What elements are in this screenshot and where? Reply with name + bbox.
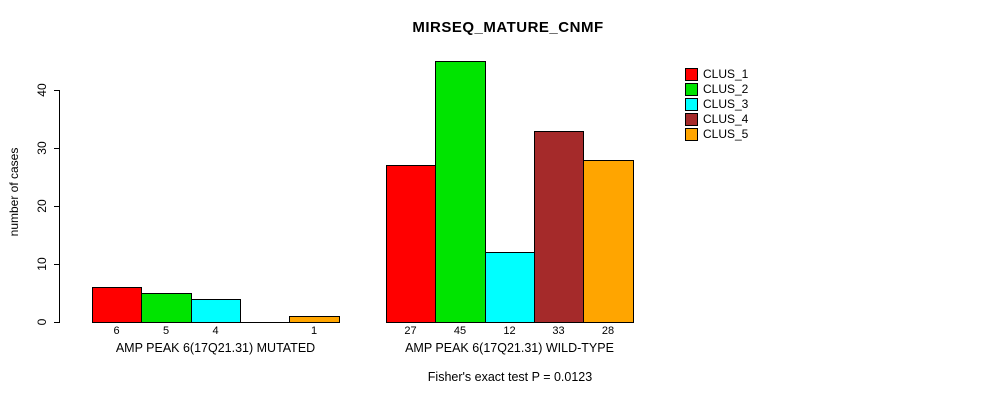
legend-swatch-clus_3 (685, 98, 698, 111)
bar-value-label: 1 (310, 325, 318, 337)
legend-label: CLUS_2 (703, 82, 749, 96)
fisher-test-annotation: Fisher's exact test P = 0.0123 (427, 370, 593, 384)
group-label: AMP PEAK 6(17Q21.31) WILD-TYPE (405, 341, 614, 355)
bar-value-label: 45 (453, 325, 467, 337)
legend-label: CLUS_4 (703, 112, 749, 126)
legend-swatch-clus_5 (685, 128, 698, 141)
y-tick-label: 40 (35, 83, 49, 97)
legend-label: CLUS_3 (703, 97, 749, 111)
legend-swatch-clus_4 (685, 113, 698, 126)
y-axis-line (59, 90, 60, 323)
y-tick-mark (54, 148, 59, 149)
bar-clus_2 (141, 293, 192, 323)
bar-clus_4 (534, 131, 584, 323)
legend-label: CLUS_5 (703, 127, 749, 141)
bar-clus_2 (435, 61, 486, 323)
bar-value-label: 12 (503, 325, 516, 337)
chart-title: MIRSEQ_MATURE_CNMF (412, 19, 604, 36)
y-tick-label: 0 (35, 318, 49, 326)
bar-clus_3 (191, 299, 241, 323)
bar-value-label: 6 (113, 325, 120, 337)
bar-clus_1 (92, 287, 142, 323)
bar-value-label: 28 (601, 325, 615, 337)
y-axis-label: number of cases (7, 147, 21, 237)
bar-value-label: 33 (552, 325, 565, 337)
bar-value-label: 5 (162, 325, 170, 337)
bar-clus_3 (485, 252, 535, 323)
legend-swatch-clus_1 (685, 68, 698, 81)
y-tick-mark (54, 322, 59, 323)
y-tick-mark (54, 90, 59, 91)
y-tick-label: 30 (35, 141, 49, 155)
bar-clus_5 (289, 316, 340, 323)
bar-value-label: 4 (212, 325, 219, 337)
y-tick-mark (54, 264, 59, 265)
y-tick-label: 10 (35, 257, 49, 271)
legend-swatch-clus_2 (685, 83, 698, 96)
y-tick-mark (54, 206, 59, 207)
bar-value-label: 27 (404, 325, 417, 337)
legend-label: CLUS_1 (703, 67, 749, 81)
bar-clus_5 (583, 160, 634, 323)
group-label: AMP PEAK 6(17Q21.31) MUTATED (115, 341, 316, 355)
y-tick-label: 20 (35, 199, 49, 213)
bar-clus_1 (386, 165, 436, 323)
